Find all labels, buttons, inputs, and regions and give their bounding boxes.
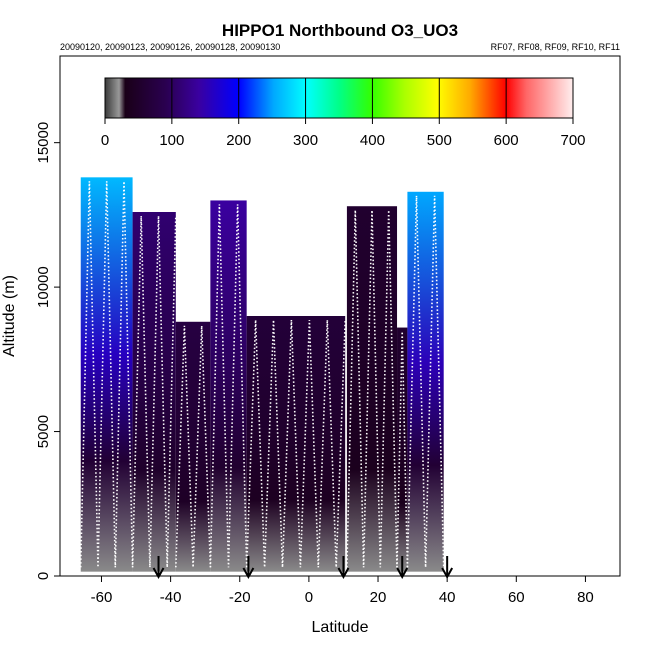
heatmap-segment xyxy=(80,177,133,572)
heatmap-segment xyxy=(175,321,211,572)
colorbar-tick-label: 300 xyxy=(293,132,318,149)
arrow-marker xyxy=(396,556,409,580)
x-tick-label: -40 xyxy=(160,589,182,606)
flight-track xyxy=(245,319,346,568)
colorbar-gradient xyxy=(104,77,574,119)
y-axis-label: Altitude (m) xyxy=(1,275,18,357)
y-tick-label: 0 xyxy=(35,572,52,580)
x-axis: -60 -40 -20 0 20 40 60 80 xyxy=(91,576,594,606)
colorbar-ticks: 0 100 200 300 400 500 600 700 xyxy=(101,78,586,149)
colorbar-tick-label: 200 xyxy=(226,132,251,149)
colorbar: 0 100 200 300 400 500 600 700 xyxy=(101,77,586,149)
heatmap-segment xyxy=(397,327,408,572)
colorbar-tick-label: 500 xyxy=(427,132,452,149)
heatmap-segment xyxy=(346,206,398,572)
y-tick-label: 5000 xyxy=(35,415,52,448)
colorbar-tick-label: 400 xyxy=(360,132,385,149)
chart-title: HIPPO1 Northbound O3_UO3 xyxy=(222,21,458,40)
heatmap-segment xyxy=(210,200,247,572)
y-tick-label: 15000 xyxy=(35,122,52,164)
x-tick-label: -60 xyxy=(91,589,113,606)
y-axis: 0 5000 10000 15000 xyxy=(35,122,60,580)
x-tick-label: 0 xyxy=(305,589,313,606)
flight-track-layer xyxy=(79,181,445,568)
heatmap-segment xyxy=(246,316,346,572)
arrow-marker xyxy=(242,556,255,580)
colorbar-tick-label: 100 xyxy=(159,132,184,149)
flight-track xyxy=(131,215,177,568)
x-tick-label: 60 xyxy=(508,589,525,606)
flight-track xyxy=(396,331,409,568)
arrow-marker xyxy=(152,556,165,580)
x-tick-label: 40 xyxy=(439,589,456,606)
x-tick-label: 80 xyxy=(577,589,594,606)
colorbar-tick-label: 600 xyxy=(494,132,519,149)
chart-subtitle-left: 20090120, 20090123, 20090126, 20090128, … xyxy=(60,42,280,52)
x-tick-label: -20 xyxy=(229,589,251,606)
flight-track xyxy=(79,181,134,568)
arrow-marker xyxy=(337,556,350,580)
colorbar-tick-label: 0 xyxy=(101,132,109,149)
heatmap-segment xyxy=(407,191,444,572)
flight-track xyxy=(209,204,248,568)
colorbar-tick-label: 700 xyxy=(560,132,585,149)
chart-subtitle-right: RF07, RF08, RF09, RF10, RF11 xyxy=(491,42,620,52)
y-tick-label: 10000 xyxy=(35,266,52,308)
x-tick-label: 20 xyxy=(370,589,387,606)
heatmap-layer xyxy=(80,177,444,572)
x-axis-label: Latitude xyxy=(312,619,369,636)
